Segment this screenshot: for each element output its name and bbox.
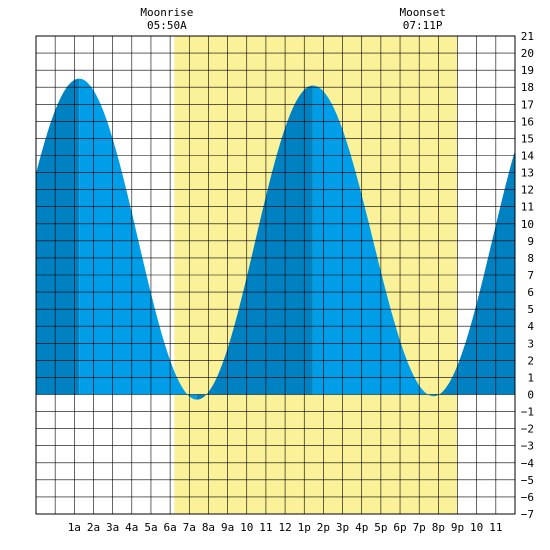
y-tick-label: −3 [521,440,534,453]
y-axis-tick-labels: 2120191817161514131211109876543210−1−2−3… [521,30,535,521]
y-tick-label: 13 [521,167,534,180]
moonset-time: 07:11P [403,19,443,32]
y-tick-label: 5 [527,303,534,316]
y-tick-label: 9 [527,235,534,248]
rising-tide-segment [36,78,80,395]
y-tick-label: 1 [527,371,534,384]
x-axis-tick-labels: 1a 2a 3a 4a 5a 6a 7a 8a 9a 10 11 12 1p 2p 3p 4p 5p 6p 7p 8p… [68,521,503,534]
falling-tide-segment [79,78,197,400]
y-tick-label: 3 [527,337,534,350]
plot-frame [35,35,516,515]
x-tick-label: 9a [221,521,234,534]
x-tick-label: 5a [144,521,157,534]
moonrise-time: 05:50A [147,19,187,32]
grid-lines [35,35,516,515]
x-tick-label: 5p [374,521,387,534]
moonrise-annotation: Moonrise 05:50A [140,6,193,32]
y-tick-label: 12 [521,184,534,197]
x-tick-label: 4a [125,521,138,534]
y-tick-label: 11 [521,201,534,214]
y-tick-label: 19 [521,64,534,77]
x-tick-label: 6p [393,521,406,534]
x-tick-label: 4p [355,521,368,534]
y-tick-label: 18 [521,81,534,94]
x-tick-label: 2p [317,521,330,534]
y-tick-label: −7 [521,508,534,521]
y-tick-label: −4 [521,457,535,470]
moonrise-label: Moonrise [140,6,193,19]
y-tick-label: 6 [527,286,534,299]
y-tick-label: −5 [521,474,534,487]
y-tick-label: 2 [527,354,534,367]
y-tick-label: 17 [521,98,534,111]
x-tick-label: 1p [298,521,311,534]
y-tick-label: 20 [521,47,534,60]
x-tick-label: 12 [278,521,291,534]
x-tick-label: 7a [183,521,196,534]
moonset-label: Moonset [399,6,445,19]
x-tick-label: 11 [489,521,502,534]
y-tick-label: 8 [527,252,534,265]
y-tick-label: 0 [527,389,534,402]
rising-tide-segment [433,150,515,397]
x-tick-label: 11 [259,521,272,534]
y-tick-label: 7 [527,269,534,282]
y-tick-label: 10 [521,218,534,231]
rising-tide-segment [196,85,313,400]
x-tick-label: 6a [163,521,176,534]
moonset-annotation: Moonset 07:11P [399,6,445,32]
y-tick-label: 21 [521,30,534,43]
y-tick-label: 15 [521,132,534,145]
y-tick-label: 16 [521,115,534,128]
x-tick-label: 8p [432,521,445,534]
y-tick-label: 14 [521,150,535,163]
x-tick-label: 3a [106,521,119,534]
x-tick-label: 9p [451,521,464,534]
x-tick-label: 7p [413,521,426,534]
x-tick-label: 10 [240,521,253,534]
y-tick-label: 4 [527,320,534,333]
y-tick-label: −6 [521,491,534,504]
x-tick-label: 2a [87,521,100,534]
y-tick-label: −2 [521,423,534,436]
y-tick-label: −1 [521,406,534,419]
x-tick-label: 1a [68,521,81,534]
x-tick-label: 8a [202,521,215,534]
x-tick-label: 10 [470,521,483,534]
x-tick-label: 3p [336,521,349,534]
